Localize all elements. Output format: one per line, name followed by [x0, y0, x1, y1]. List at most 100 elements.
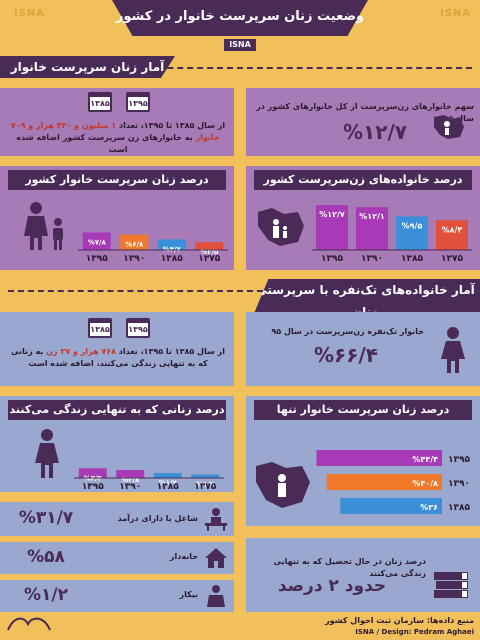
- x-tick-label: ۱۳۹۰: [119, 482, 141, 490]
- watermark-right: ISNA: [440, 8, 472, 19]
- share-card-value: %۱۲/۷: [343, 120, 407, 144]
- bar: [116, 470, 145, 478]
- bar: [153, 473, 182, 478]
- section-divider: [8, 67, 472, 69]
- header-banner: [112, 0, 368, 36]
- books-icon: [434, 572, 468, 598]
- bar-value-label: %۱۲/۱: [359, 212, 385, 221]
- bar-value-label: %۶/۸: [125, 241, 144, 249]
- chart-a-title: درصد زنان سرپرست خانوار کشور: [8, 170, 226, 190]
- woman-icon: [441, 327, 465, 373]
- education-card-text: درصد زنان در حال تحصیل که به تنهایی زندگ…: [273, 557, 427, 578]
- calendar-icon: ۱۳۹۵: [126, 318, 150, 338]
- chart-c-title: درصد زنان سرپرست خانوار تنها: [254, 400, 472, 420]
- growth-text-1: از سال ۱۳۸۵ تا ۱۳۹۵، تعداد: [118, 347, 225, 356]
- bar-value-label: %۳۶: [420, 503, 438, 512]
- x-tick-label: ۱۳۹۵: [82, 482, 104, 490]
- x-tick-label: ۱۳۹۰: [123, 254, 145, 262]
- single-card-value: %۶۶/۴: [314, 343, 378, 367]
- bar: [436, 220, 468, 250]
- bar: [326, 474, 442, 490]
- family-icon: [24, 202, 63, 250]
- x-tick-label: ۱۳۹۰: [361, 254, 383, 262]
- bar-value-label: %۴۰/۸: [412, 479, 438, 488]
- section-divider: [8, 290, 472, 292]
- calendar-icon: ۱۳۹۵: [126, 92, 150, 112]
- stat-card-employed: [0, 502, 234, 536]
- calendar-icon: ۱۳۸۵: [88, 318, 112, 338]
- bar: [191, 474, 220, 478]
- bar-value-label: %۷/۸: [88, 238, 107, 246]
- bar-value-label: %۴۴/۴: [412, 455, 438, 464]
- growth-card-1-text: از سال ۱۳۸۵ تا ۱۳۹۵، تعداد ۱ میلیون و ۴۲…: [8, 120, 228, 156]
- house-icon: [205, 548, 227, 568]
- bar-value-label: %۴/۷: [163, 245, 182, 253]
- bar-value-label: %۲/۸: [121, 476, 140, 484]
- x-tick-label: ۱۳۹۵: [86, 254, 108, 262]
- bar-value-label: %۱/۷: [159, 479, 178, 487]
- x-tick-label: ۱۳۷۵: [441, 254, 463, 262]
- bar: [316, 205, 348, 250]
- growth-card-2: [0, 312, 234, 386]
- x-tick-label: ۱۳۸۵: [161, 254, 183, 262]
- iran-map-family-icon: [258, 208, 304, 246]
- education-card-value: حدود ۲ درصد: [277, 576, 387, 596]
- stat-unemployed-value: %۱/۲: [24, 585, 68, 605]
- stat-card-homemaker: [0, 542, 234, 574]
- desk-worker-icon: [205, 508, 227, 531]
- stat-homemaker-label: خانه‌دار: [169, 552, 198, 561]
- growth-text-1: از سال ۱۳۸۵ تا ۱۳۹۵، تعداد: [118, 121, 226, 130]
- x-tick-label: ۱۳۷۵: [198, 254, 220, 262]
- y-tick-label: ۱۳۸۵: [448, 503, 470, 513]
- bar: [120, 234, 149, 250]
- chart-b-plot: %۸/۴ ۱۳۷۵ %۹/۵ ۱۳۸۵ %۱۲/۱ ۱۳۹۰ %۱۲/۷ ۱۳۹۵: [312, 205, 472, 262]
- chart-c-plot: %۴۴/۴ ۱۳۹۵ %۴۰/۸ ۱۳۹۰ %۳۶ ۱۳۸۵: [316, 450, 470, 514]
- y-tick-label: ۱۳۹۰: [448, 479, 470, 489]
- stat-employed-label: شاغل یا دارای درآمد: [117, 514, 198, 523]
- chart-d-title: درصد زنانی که به تنهایی زندگی می‌کنند: [8, 400, 226, 420]
- unemployed-person-icon: [207, 585, 225, 607]
- growth-highlight: ۷۶۸ هزار و ۲۷ زن: [46, 347, 116, 356]
- stat-unemployed-label: بیکار: [179, 590, 198, 599]
- single-card-text: خانوار تک‌نفره زن‌سرپرست در سال ۹۵: [271, 327, 424, 336]
- x-tick-label: ۱۳۸۵: [401, 254, 423, 262]
- x-tick-label: ۱۳۷۵: [194, 482, 216, 490]
- x-tick-label: ۱۳۸۵: [157, 482, 179, 490]
- header-badge: ISNA: [224, 39, 256, 51]
- bar-value-label: %۱۲/۷: [319, 210, 345, 219]
- woman-icon: [35, 429, 59, 478]
- footer-source: منبع داده‌ها: سازمان ثبت احوال کشور: [325, 616, 474, 625]
- growth-highlight: ۱ میلیون و ۴۲۰ هزار و ۷۰۹ خانوار: [10, 121, 220, 142]
- bar-value-label: %۳/۵: [200, 248, 219, 256]
- y-tick-label: ۱۳۹۵: [448, 455, 470, 465]
- iran-map-woman-icon: [256, 462, 310, 508]
- bar: [82, 232, 111, 250]
- bar-value-label: %۱/۲: [196, 481, 215, 489]
- section-1-title: آمار زنان سرپرست خانوار: [0, 56, 175, 78]
- bar: [195, 242, 224, 250]
- stat-employed-value: %۳۱/۷: [18, 508, 74, 528]
- growth-text-2: به زنانی که به تنهایی زندگی می‌کنند، اضا…: [11, 347, 208, 368]
- bar: [316, 450, 442, 466]
- x-tick-label: ۱۳۹۵: [321, 254, 343, 262]
- bar: [78, 468, 107, 478]
- watermark-left: ISNA: [14, 8, 46, 19]
- growth-card-1: [0, 88, 234, 156]
- bar: [396, 216, 428, 250]
- page-title: وضعیت زنان سرپرست خانوار در کشور: [115, 9, 365, 24]
- chart-b-title: درصد خانواده‌های زن‌سرپرست کشور: [254, 170, 472, 190]
- bar-value-label: %۸/۴: [442, 225, 463, 234]
- footer-credit: ISNA / Design: Pedram Aghaei: [355, 628, 474, 636]
- bar-value-label: %۹/۵: [402, 221, 423, 230]
- growth-card-2-text: از سال ۱۳۸۵ تا ۱۳۹۵، تعداد ۷۶۸ هزار و ۲۷…: [8, 346, 228, 370]
- bar: [340, 498, 442, 514]
- stat-homemaker-value: %۵۸: [27, 547, 65, 567]
- stat-card-unemployed: [0, 580, 234, 612]
- logo-icon: [7, 617, 51, 631]
- bar: [157, 239, 186, 250]
- single-card: [246, 312, 480, 386]
- iran-map-icon: [434, 115, 464, 139]
- growth-text-2: به خانوارهای زن سرپرست کشور اضافه شده اس…: [16, 133, 193, 154]
